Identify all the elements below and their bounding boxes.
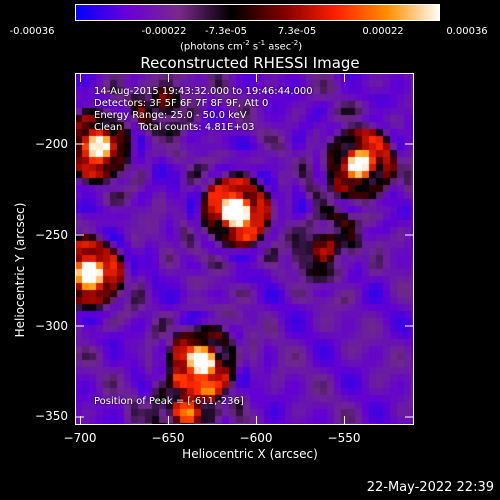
- x-tick-label: −700: [63, 431, 97, 445]
- plot-frame: [75, 73, 414, 425]
- x-tick-label: −650: [151, 431, 185, 445]
- info-time-range: 14-Aug-2015 19:43:32.000 to 19:46:44.000: [94, 86, 313, 97]
- x-axis-label: Heliocentric X (arcsec): [182, 447, 318, 461]
- colorbar-tick: 0.00022: [362, 26, 404, 37]
- colorbar: [75, 4, 440, 21]
- chart-title: Reconstructed RHESSI Image: [140, 54, 360, 72]
- colorbar-tick: 0.00036: [446, 26, 488, 37]
- y-tick-label: −300: [35, 319, 68, 333]
- info-energy-range: Energy Range: 25.0 - 50.0 keV: [94, 110, 247, 121]
- x-tick-label: −550: [327, 431, 361, 445]
- y-tick-label: −250: [35, 228, 68, 242]
- colorbar-tick: -7.3e-05: [205, 26, 247, 37]
- y-tick-label: −200: [35, 137, 68, 151]
- info-peak-position: Position of Peak = [-611,-236]: [94, 396, 244, 407]
- x-tick-label: −600: [239, 431, 273, 445]
- heatmap-image: [75, 73, 414, 425]
- info-detectors: Detectors: 3F 5F 6F 7F 8F 9F, Att 0: [94, 98, 269, 109]
- y-axis-label: Heliocentric Y (arcsec): [13, 202, 27, 338]
- colorbar-tick: 7.3e-05: [277, 26, 317, 37]
- colorbar-frame: [75, 4, 440, 21]
- colorbar-tick: -0.00022: [141, 26, 187, 37]
- info-total-counts: Clean Total counts: 4.81E+03: [94, 122, 255, 133]
- timestamp: 22-May-2022 22:39: [366, 480, 494, 495]
- colorbar-tick: -0.00036: [9, 26, 55, 37]
- y-tick-label: −350: [35, 409, 68, 423]
- colorbar-units: (photons cm-2 s-1 asec-2): [180, 39, 303, 53]
